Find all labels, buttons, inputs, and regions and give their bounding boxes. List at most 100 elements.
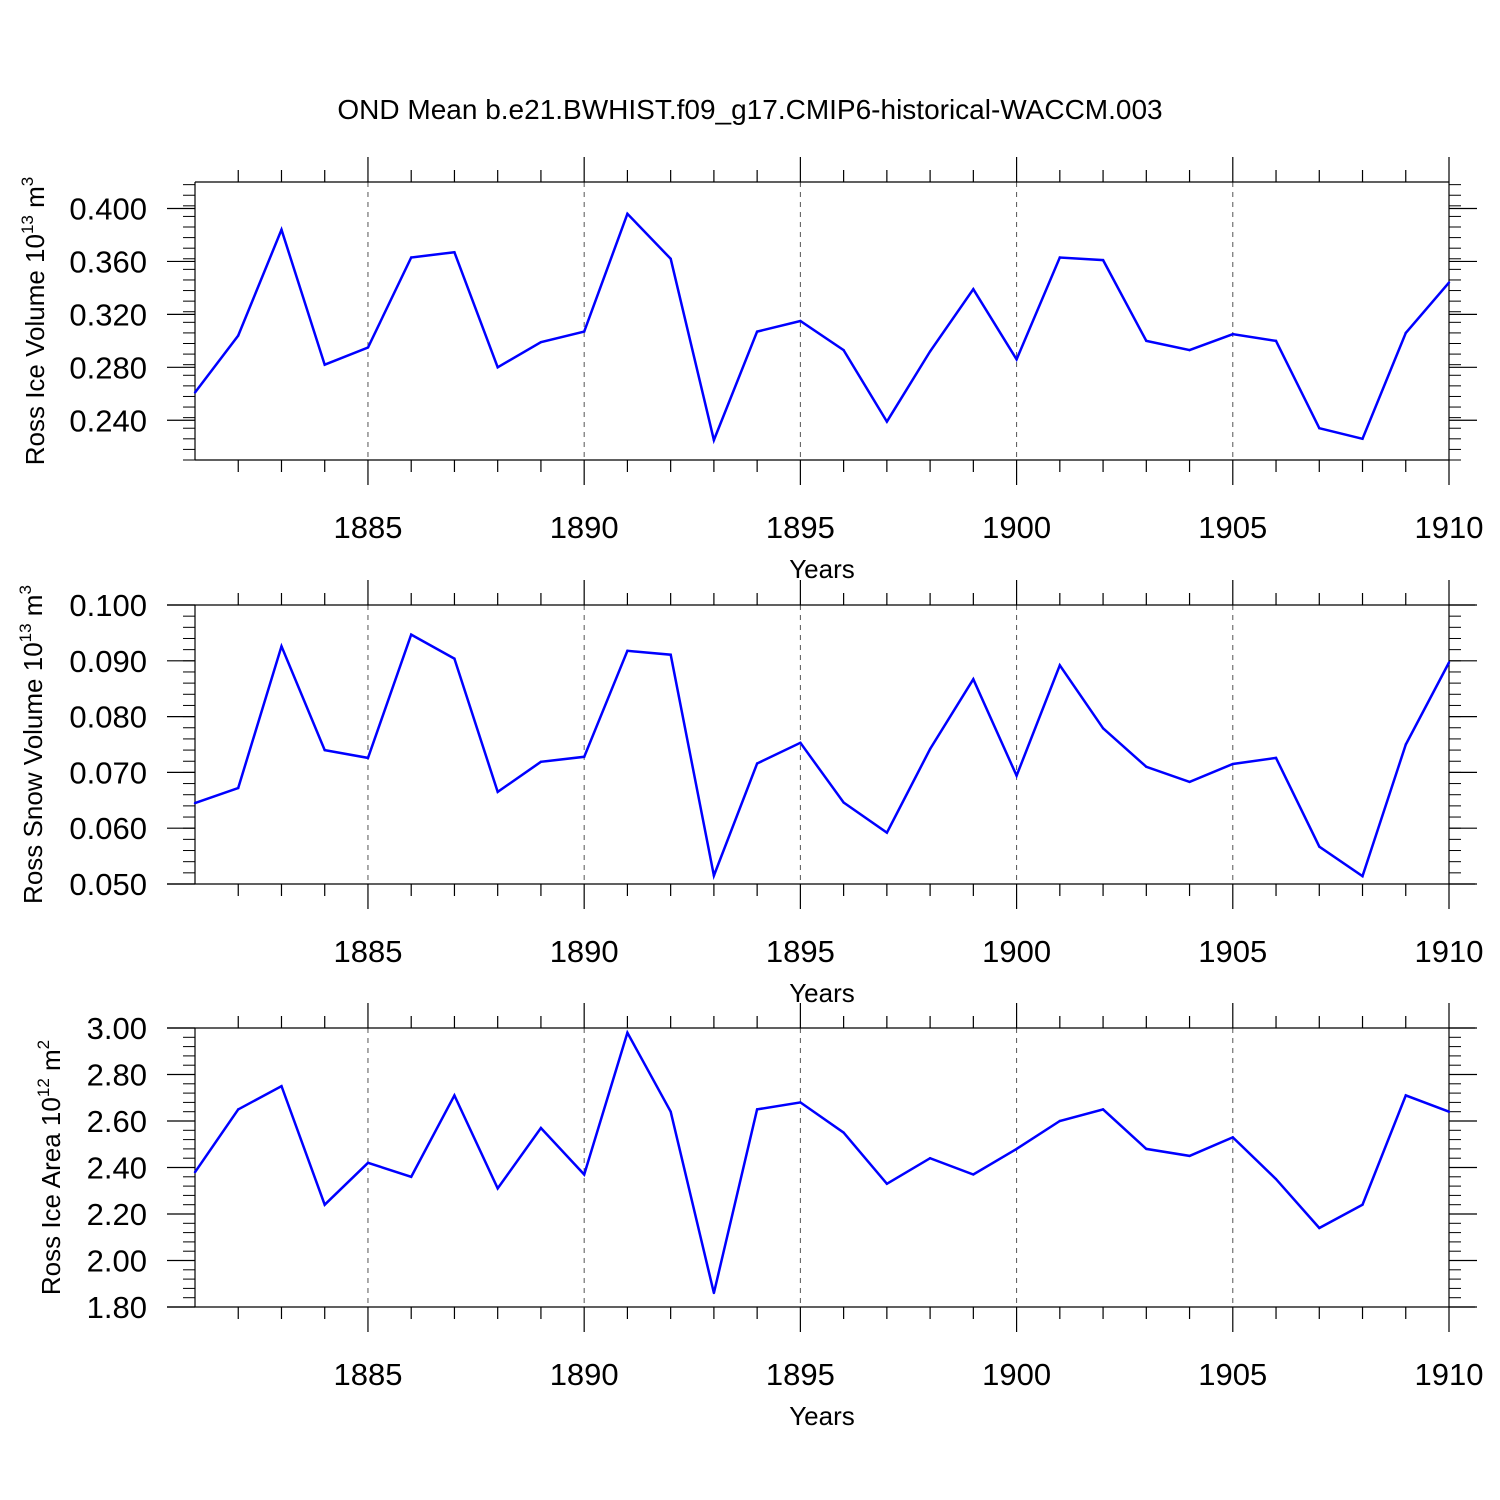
y-tick-label: 0.090 (69, 644, 147, 679)
data-point (1058, 664, 1062, 667)
data-point (1015, 774, 1018, 777)
x-tick-label: 1910 (1415, 934, 1484, 969)
data-point (1015, 1147, 1018, 1151)
data-point (582, 755, 586, 758)
data-point (366, 756, 370, 760)
y-tick-label: 0.080 (69, 700, 147, 735)
data-point (1274, 1177, 1278, 1181)
data-point (928, 1157, 932, 1160)
data-point (193, 1170, 197, 1174)
data-point (237, 334, 240, 337)
y-label-exp: 12 (34, 1078, 53, 1097)
data-point (1318, 427, 1321, 430)
y-axis-label: Ross Snow Volume 1013 m3 (16, 585, 48, 904)
data-point (366, 346, 370, 349)
data-point (496, 1187, 499, 1190)
data-point (410, 1175, 413, 1179)
y-tick-label: 2.00 (87, 1244, 147, 1279)
x-tick-label: 1885 (333, 934, 402, 969)
y-label-main: Ross Snow Volume 10 (18, 642, 48, 904)
data-point (1231, 333, 1234, 336)
y-label-unit-exp: 3 (16, 585, 35, 594)
data-point (410, 633, 413, 636)
y-label-unit: m (20, 186, 50, 215)
y-tick-label: 0.070 (69, 755, 147, 790)
x-tick-label: 1910 (1415, 1357, 1484, 1392)
data-point (669, 257, 672, 260)
data-point (1101, 1108, 1105, 1111)
data-point (842, 1131, 845, 1134)
data-point (755, 330, 759, 333)
y-tick-label: 2.60 (87, 1104, 147, 1139)
data-point (582, 1173, 586, 1176)
data-point (626, 649, 629, 652)
x-tick-label: 1885 (333, 1357, 402, 1392)
y-tick-label: 0.060 (69, 811, 147, 846)
data-point (539, 760, 543, 763)
y-label-unit-exp: 3 (18, 177, 37, 186)
y-tick-label: 1.80 (87, 1290, 147, 1325)
x-tick-label: 1895 (766, 1357, 835, 1392)
y-tick-label: 0.240 (69, 403, 147, 438)
data-point (1145, 1147, 1148, 1151)
y-tick-label: 0.360 (69, 244, 147, 279)
x-tick-label: 1890 (550, 934, 619, 969)
y-label-unit-exp: 2 (34, 1040, 53, 1049)
x-tick-label: 1905 (1198, 510, 1267, 545)
data-point (1361, 437, 1364, 441)
data-point (539, 1126, 543, 1130)
series-line (194, 211, 1450, 445)
data-point (1404, 331, 1407, 335)
data-point (1447, 661, 1451, 664)
data-point (193, 801, 197, 805)
y-label-main: Ross Ice Area 10 (36, 1097, 66, 1295)
data-point (972, 288, 975, 291)
x-axis-label: Years (789, 978, 855, 1008)
x-tick-label: 1890 (550, 510, 619, 545)
data-point (669, 1110, 672, 1113)
x-tick-label: 1905 (1198, 1357, 1267, 1392)
data-point (799, 319, 802, 323)
panel-1: 0.240 0.280 0.320 0.360 0.400 1885 1890 1895 190… (18, 157, 1483, 584)
y-tick-label: 2.80 (87, 1058, 147, 1093)
data-point (799, 741, 802, 745)
x-tick-label: 1910 (1415, 510, 1484, 545)
x-tick-label: 1900 (982, 510, 1051, 545)
data-point (280, 645, 283, 648)
data-point (1447, 1110, 1451, 1113)
data-point (539, 340, 543, 344)
data-point (1274, 756, 1278, 760)
data-point (323, 363, 326, 366)
data-point (1231, 1136, 1234, 1139)
data-point (1188, 780, 1191, 784)
data-point (669, 653, 672, 656)
data-point (410, 256, 413, 259)
data-point (1188, 1154, 1191, 1158)
data-point (237, 1108, 240, 1111)
x-axis-label: Years (789, 1401, 855, 1431)
data-point (1231, 762, 1234, 766)
chart-title: OND Mean b.e21.BWHIST.f09_g17.CMIP6-hist… (337, 94, 1162, 125)
data-point (280, 1084, 283, 1088)
x-tick-label: 1890 (550, 1357, 619, 1392)
y-label-unit: m (36, 1049, 66, 1078)
data-point (237, 786, 240, 790)
y-tick-label: 0.050 (69, 867, 147, 902)
data-point (885, 1182, 889, 1185)
x-tick-label: 1895 (766, 934, 835, 969)
data-point (799, 1101, 802, 1104)
data-point (1188, 348, 1191, 352)
x-tick-label: 1900 (982, 934, 1051, 969)
data-point (928, 350, 932, 353)
panel-2: 0.050 0.060 0.070 0.080 0.090 0.100 1885 1890 18… (16, 580, 1483, 1008)
data-point (1145, 765, 1148, 769)
x-tick-label: 1905 (1198, 934, 1267, 969)
series-line (194, 632, 1451, 881)
data-point (712, 874, 716, 877)
data-point (1015, 358, 1018, 361)
data-point (323, 748, 326, 752)
data-point (712, 438, 716, 442)
x-tick-label: 1895 (766, 510, 835, 545)
data-point (496, 366, 499, 369)
